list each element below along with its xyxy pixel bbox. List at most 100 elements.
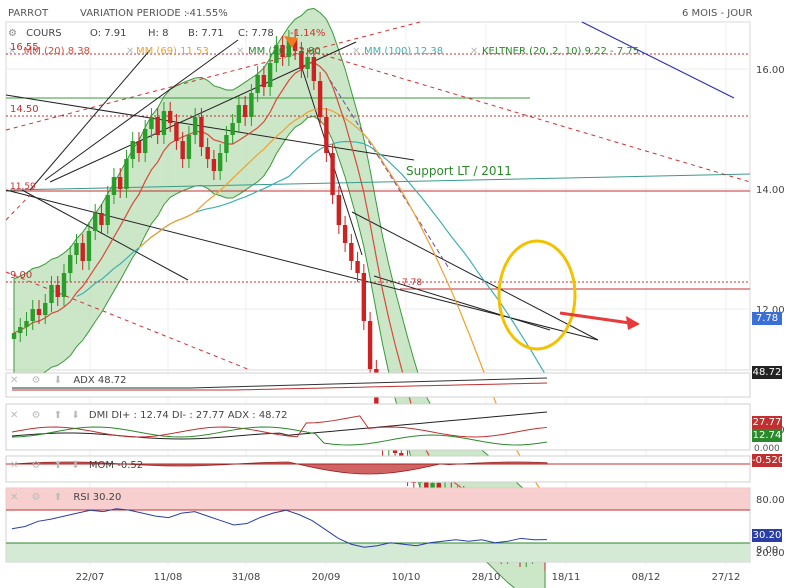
candle-body [111,177,117,195]
last-price-chip: 7.78 [752,312,782,325]
rsi-panel [5,487,751,563]
candle-body [430,483,435,489]
mm100-legend: MM (100) 12.38 [364,46,444,57]
trendline [21,189,189,281]
close-icon[interactable]: ✕ [8,46,17,57]
candle-body [355,261,360,273]
x-tick-label: 31/08 [232,572,261,583]
candle-body [292,39,298,51]
trendline-blue [581,21,735,99]
candle-body [342,225,348,243]
move-up-icon[interactable]: ⬆ [53,410,63,421]
candle-body [36,309,42,315]
candle-body [274,45,279,63]
dmi-label: DMI DI+ : 12.74 DI- : 27.77 ADX : 48.72 [88,410,288,421]
candle-body [99,213,104,225]
chart-header: PARROT VARIATION PERIODE : -41.55% 6 MOI… [0,0,788,22]
level-900-label: 9.00 [10,270,33,281]
high-value: H: 8 [148,28,169,39]
trendline [5,189,599,341]
candle-body [136,141,142,153]
candle-body [142,129,148,153]
rsi-axis-mid: 20.00 [756,548,785,559]
candle-body [86,231,92,261]
candle-body [211,159,217,171]
candle-body [49,285,54,303]
mom-label-row: ✕ ⚙ ⬆ ⬇ MOM -0.52 [10,460,143,471]
gear-icon[interactable]: ⚙ [31,375,41,386]
candle-body [361,273,367,321]
level-778-label: 7.78 [402,278,423,288]
candle-body [105,195,110,225]
move-up-icon[interactable]: ⬆ [53,460,63,471]
close-icon[interactable]: ✕ [10,410,19,421]
candle-body [424,477,429,489]
candle-body [205,147,210,159]
adx-label: ADX [73,375,95,386]
candle-body [349,243,354,261]
keltner-legend: KELTNER (20, 2, 10) 9.22 - 7.75 [482,46,640,57]
close-value: C: 7.78 [238,28,274,39]
x-tick-label: 08/12 [632,572,661,583]
price-tick-label: 16.00 [756,65,785,76]
trendline-dashed [329,79,451,271]
trendline-red [5,271,251,371]
candle-body [11,333,17,339]
close-icon[interactable]: ✕ [10,460,19,471]
gear-icon[interactable]: ⚙ [8,28,17,39]
dmi-panel [5,403,751,451]
trendline [373,275,551,331]
close-icon[interactable]: ✕ [10,492,19,503]
x-tick-label: 11/08 [154,572,183,583]
adx-label-row: ✕ ⚙ ⬇ ADX 48.72 [10,375,127,386]
price-tick-label: 14.00 [756,185,785,196]
move-down-icon[interactable]: ⬇ [53,375,63,386]
candle-body [124,159,129,189]
mom-panel [5,455,751,483]
move-down-icon[interactable]: ⬇ [71,460,80,471]
candle-body [236,105,242,123]
candle-body [155,117,160,135]
close-icon[interactable]: ✕ [10,375,19,386]
move-up-icon[interactable]: ⬆ [53,492,63,503]
mom-value: -0.52 [117,460,144,471]
gear-icon[interactable]: ⚙ [31,460,41,471]
x-tick-label: 22/07 [76,572,105,583]
candle-body [299,51,304,69]
mm69-legend: MM (69) 11.53 [136,46,209,57]
gear-icon[interactable]: ⚙ [31,492,41,503]
candle-body [149,117,154,129]
candle-body [80,243,85,261]
candle-body [199,117,204,147]
rsi-axis-chip: 30.20 [752,529,782,542]
close-icon[interactable]: ✕ [126,46,135,57]
candle-body [61,273,67,297]
candle-body [24,321,29,327]
trendline [5,94,415,161]
candle-body [186,135,192,159]
x-tick-label: 20/09 [312,572,341,583]
top-marker-arrow [284,36,298,48]
variation-value: -41.55% [186,8,228,19]
forecast-arrow [559,311,640,330]
candle-body [255,75,260,93]
trendline [351,211,599,341]
candle-body [161,111,167,135]
mom-label: MOM [88,460,115,471]
candle-body [367,321,373,369]
gear-icon[interactable]: ⚙ [31,410,41,421]
level-1450-label: 14.50 [10,104,39,115]
trendline-red [299,47,751,183]
close-icon[interactable]: ✕ [236,46,245,57]
candle-body [286,39,292,57]
close-icon[interactable]: ✕ [470,46,479,57]
support-line [9,173,751,191]
x-tick-label: 28/10 [472,572,501,583]
cours-label: COURS [26,28,62,39]
rsi-label: RSI [73,492,90,503]
low-value: B: 7.71 [188,28,224,39]
x-tick-label: 18/11 [552,572,581,583]
close-icon[interactable]: ✕ [352,46,361,57]
move-down-icon[interactable]: ⬇ [71,410,80,421]
